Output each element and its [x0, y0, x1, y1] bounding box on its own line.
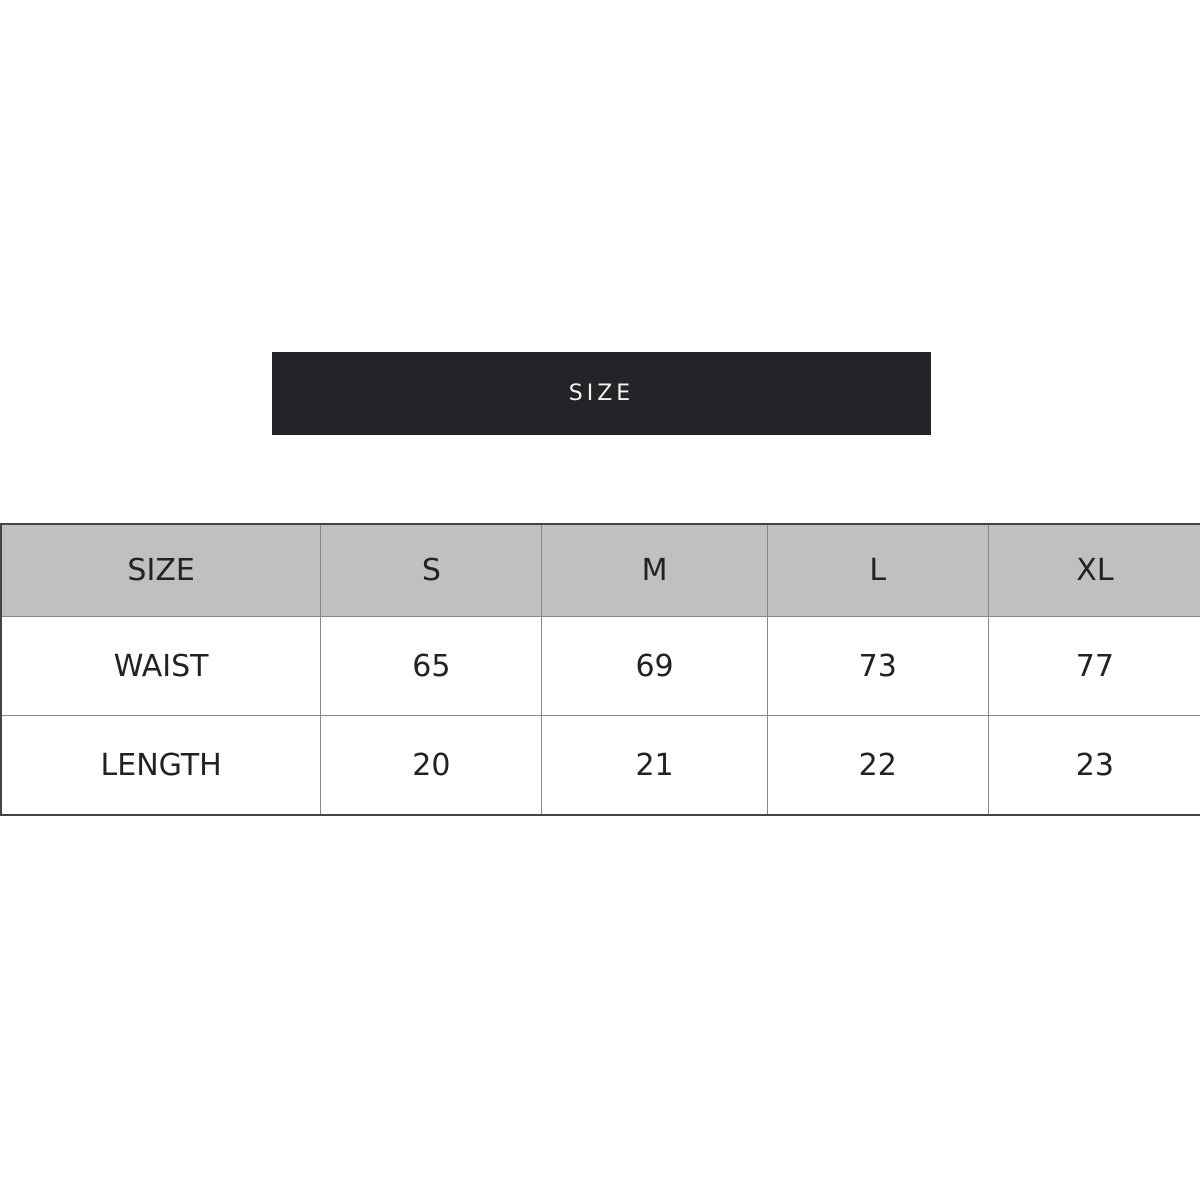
table-header-row: SIZE S M L XL — [0, 523, 1200, 617]
table-cell: 23 — [987, 715, 1200, 816]
row-label: WAIST — [0, 616, 322, 716]
table-cell: 65 — [320, 616, 543, 716]
header-cell: M — [541, 523, 768, 617]
table-cell: 22 — [766, 715, 989, 816]
header-cell: S — [320, 523, 543, 617]
table-cell: 73 — [766, 616, 989, 716]
table-cell: 77 — [987, 616, 1200, 716]
size-banner: SIZE — [272, 352, 931, 435]
banner-title: SIZE — [568, 381, 635, 406]
header-cell: L — [766, 523, 989, 617]
table-row: WAIST 65 69 73 77 — [0, 616, 1200, 716]
table-row: LENGTH 20 21 22 23 — [0, 715, 1200, 816]
table-cell: 69 — [541, 616, 768, 716]
row-label: LENGTH — [0, 715, 322, 816]
header-cell: SIZE — [0, 523, 322, 617]
size-chart-table: SIZE S M L XL WAIST 65 69 73 77 LENGTH 2… — [0, 523, 1200, 816]
table-cell: 21 — [541, 715, 768, 816]
header-cell: XL — [987, 523, 1200, 617]
table-cell: 20 — [320, 715, 543, 816]
